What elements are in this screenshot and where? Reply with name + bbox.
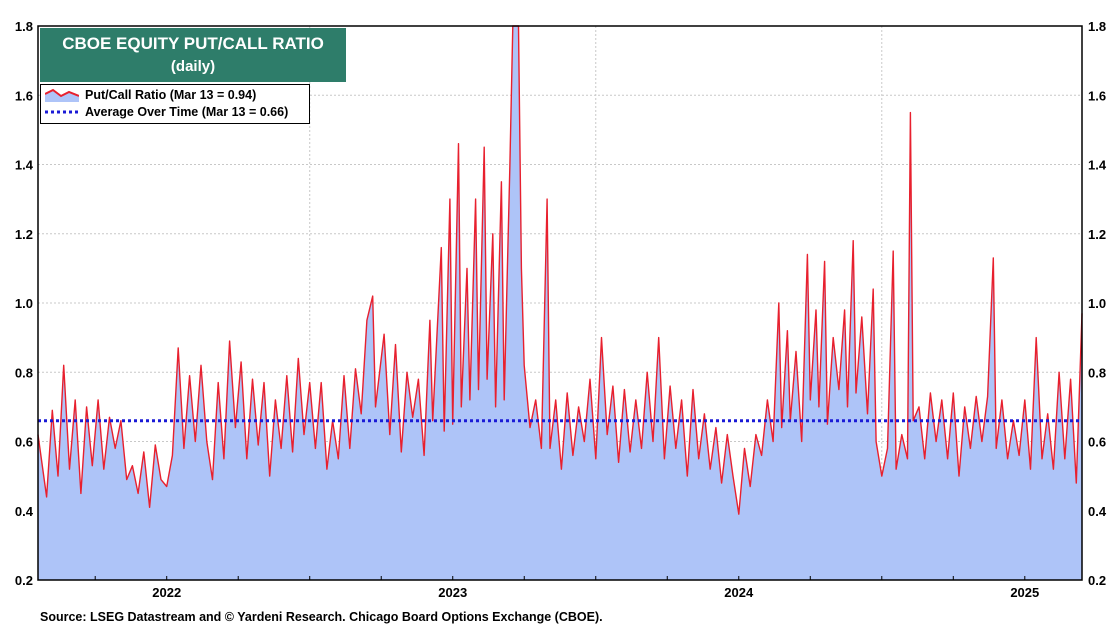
- y-tick-label-left: 1.4: [15, 158, 34, 173]
- legend-label-putcall: Put/Call Ratio (Mar 13 = 0.94): [85, 88, 257, 102]
- chart-title-box: CBOE EQUITY PUT/CALL RATIO (daily): [40, 28, 346, 82]
- y-tick-label-left: 1.8: [15, 19, 33, 34]
- y-tick-label-left: 1.6: [15, 88, 33, 103]
- chart-subtitle: (daily): [170, 58, 216, 75]
- putcall-area: [38, 26, 1082, 580]
- legend-item-average: Average Over Time (Mar 13 = 0.66): [45, 104, 288, 120]
- axis-layer: 0.2 0.2 0.4 0.4 0.6 0.6 0.8 0.8 1.0 1.0 1.2 1.2 1.4 1…: [15, 19, 1107, 600]
- y-tick-label-left: 0.8: [15, 365, 33, 380]
- legend-swatch-line: [44, 88, 80, 98]
- y-tick-label-right: 1.8: [1088, 19, 1106, 34]
- legend-item-putcall: Put/Call Ratio (Mar 13 = 0.94): [44, 87, 257, 103]
- y-tick-label-right: 1.6: [1088, 88, 1106, 103]
- plot-frame: [37, 25, 1083, 581]
- series-layer: [37, 25, 1083, 580]
- legend-swatch-average: [45, 105, 79, 119]
- legend-swatch-average-svg: [45, 110, 79, 114]
- x-tick-label: 2024: [724, 585, 754, 600]
- y-tick-label-right: 1.2: [1088, 227, 1106, 242]
- source-note: Source: LSEG Datastream and © Yardeni Re…: [40, 610, 603, 624]
- y-tick-label-right: 0.8: [1088, 365, 1106, 380]
- y-tick-label-right: 0.6: [1088, 435, 1106, 450]
- x-tick-label: 2023: [438, 585, 467, 600]
- legend-label-average: Average Over Time (Mar 13 = 0.66): [85, 105, 289, 119]
- y-tick-label-right: 0.2: [1088, 573, 1106, 588]
- y-tick-label-left: 1.2: [15, 227, 33, 242]
- y-tick-label-right: 0.4: [1088, 504, 1107, 519]
- chart-title: CBOE EQUITY PUT/CALL RATIO: [62, 34, 324, 53]
- y-tick-label-left: 0.4: [15, 504, 34, 519]
- legend-swatch-putcall-svg: [44, 88, 80, 102]
- putcall-line: [37, 25, 1083, 515]
- y-tick-label-left: 0.2: [15, 573, 33, 588]
- y-tick-label-right: 1.0: [1088, 296, 1106, 311]
- legend: Put/Call Ratio (Mar 13 = 0.94) Average O…: [40, 84, 310, 124]
- x-tick-label: 2022: [152, 585, 181, 600]
- legend-swatch-putcall: [44, 88, 80, 102]
- y-tick-label-left: 0.6: [15, 435, 33, 450]
- y-tick-label-right: 1.4: [1088, 158, 1107, 173]
- y-tick-label-left: 1.0: [15, 296, 33, 311]
- x-tick-label: 2025: [1010, 585, 1039, 600]
